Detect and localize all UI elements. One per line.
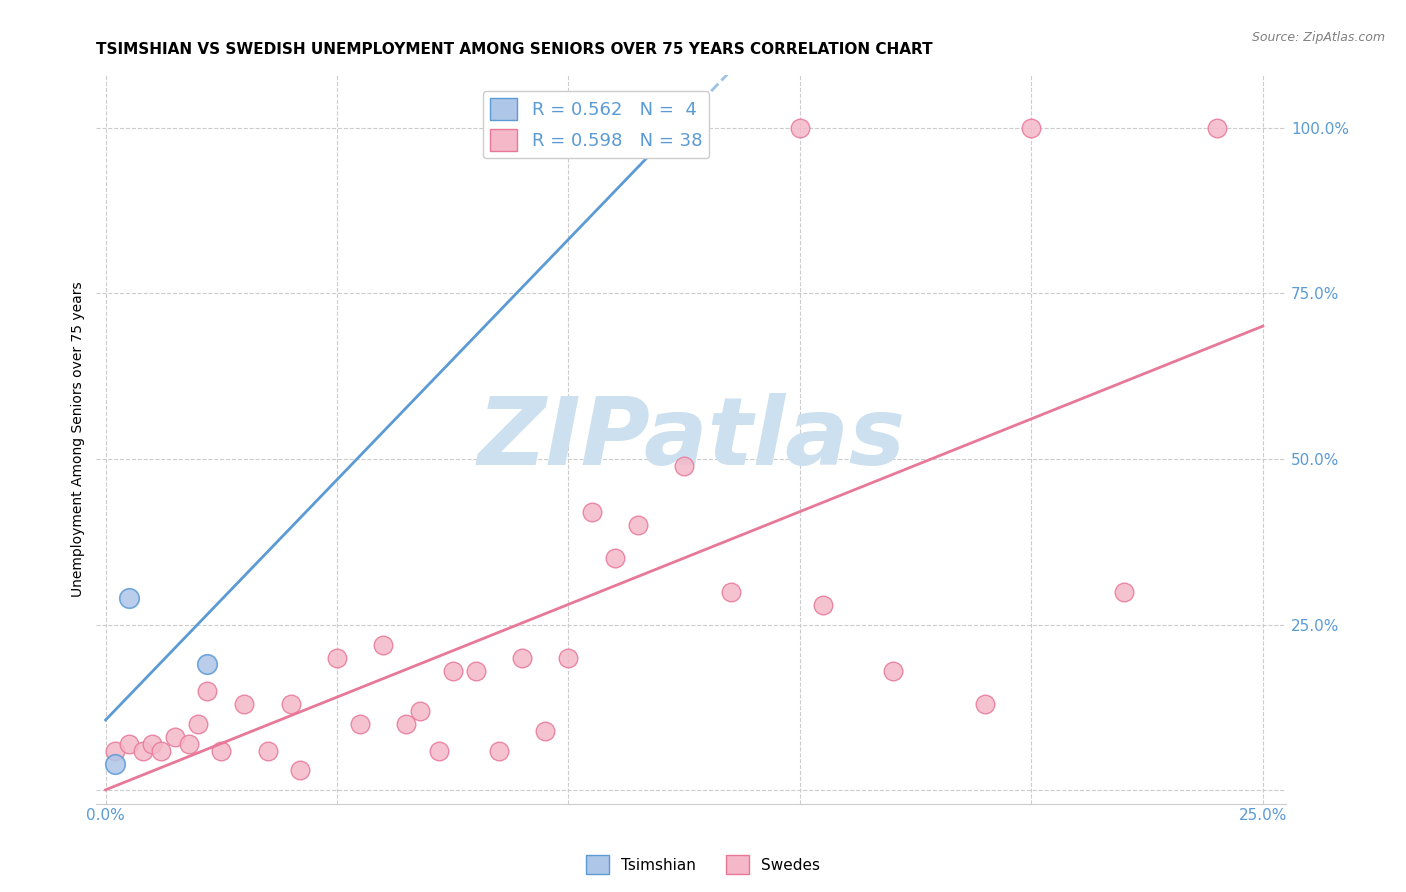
Point xyxy=(187,717,209,731)
Point xyxy=(1205,120,1227,135)
Point xyxy=(104,756,127,771)
Point xyxy=(256,743,278,757)
Point xyxy=(627,518,650,533)
Point xyxy=(233,697,256,711)
Point xyxy=(811,598,834,612)
Point xyxy=(488,743,510,757)
Point xyxy=(326,650,349,665)
Point xyxy=(118,737,141,751)
Point xyxy=(659,120,682,135)
Legend: R = 0.562   N =  4, R = 0.598   N = 38: R = 0.562 N = 4, R = 0.598 N = 38 xyxy=(482,91,709,159)
Point xyxy=(464,664,486,678)
Text: TSIMSHIAN VS SWEDISH UNEMPLOYMENT AMONG SENIORS OVER 75 YEARS CORRELATION CHART: TSIMSHIAN VS SWEDISH UNEMPLOYMENT AMONG … xyxy=(97,42,934,57)
Point xyxy=(1112,584,1135,599)
Point xyxy=(349,717,371,731)
Point xyxy=(441,664,464,678)
Text: Source: ZipAtlas.com: Source: ZipAtlas.com xyxy=(1251,31,1385,45)
Point xyxy=(395,717,418,731)
Point xyxy=(789,120,811,135)
Point xyxy=(557,650,579,665)
Point xyxy=(409,704,432,718)
Point xyxy=(974,697,997,711)
Point xyxy=(673,458,696,473)
Point xyxy=(510,650,533,665)
Legend: Tsimshian, Swedes: Tsimshian, Swedes xyxy=(579,849,827,880)
Point xyxy=(141,737,163,751)
Point xyxy=(197,657,219,672)
Point xyxy=(720,584,742,599)
Point xyxy=(131,743,153,757)
Point xyxy=(163,731,186,745)
Text: ZIPatlas: ZIPatlas xyxy=(477,393,905,485)
Point xyxy=(280,697,302,711)
Point xyxy=(427,743,450,757)
Point xyxy=(373,638,395,652)
Point xyxy=(288,764,311,778)
Point xyxy=(882,664,904,678)
Point xyxy=(603,551,626,566)
Point xyxy=(209,743,232,757)
Point xyxy=(534,723,557,738)
Point xyxy=(581,505,603,519)
Point xyxy=(104,743,127,757)
Point xyxy=(197,684,219,698)
Y-axis label: Unemployment Among Seniors over 75 years: Unemployment Among Seniors over 75 years xyxy=(72,281,86,597)
Point xyxy=(177,737,200,751)
Point xyxy=(1021,120,1043,135)
Point xyxy=(118,591,141,606)
Point xyxy=(150,743,173,757)
